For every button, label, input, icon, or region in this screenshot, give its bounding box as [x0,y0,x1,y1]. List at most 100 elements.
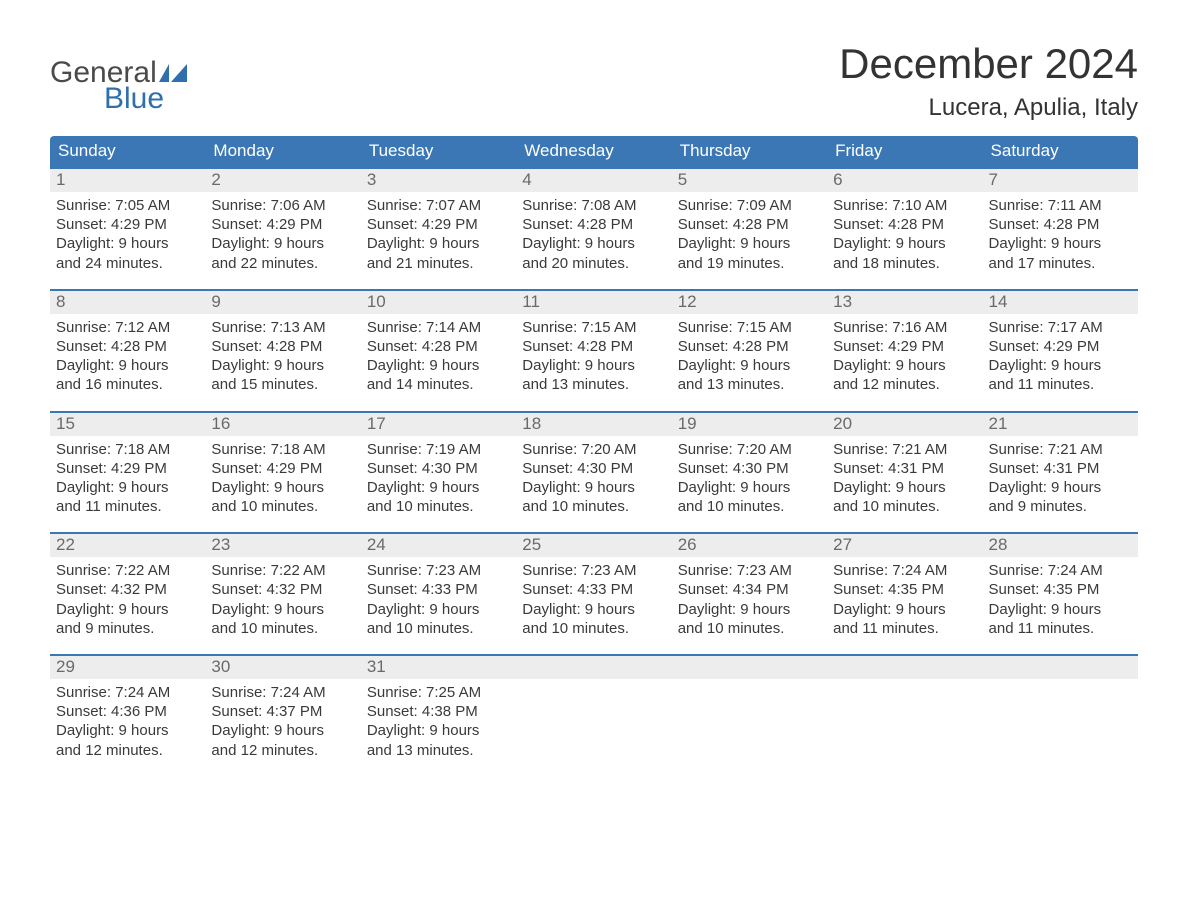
weekday-header: Sunday [50,136,205,167]
location: Lucera, Apulia, Italy [839,94,1138,122]
daylight-line1: Daylight: 9 hours [367,356,510,375]
day-body: Sunrise: 7:10 AMSunset: 4:28 PMDaylight:… [827,192,982,273]
day-number: 1 [50,169,205,192]
daylight-line1: Daylight: 9 hours [522,234,665,253]
day-cell: 17Sunrise: 7:19 AMSunset: 4:30 PMDayligh… [361,413,516,517]
day-number: 29 [50,656,205,679]
day-body: Sunrise: 7:14 AMSunset: 4:28 PMDaylight:… [361,314,516,395]
day-cell: 11Sunrise: 7:15 AMSunset: 4:28 PMDayligh… [516,291,671,395]
day-number: 21 [983,413,1138,436]
sunrise-text: Sunrise: 7:20 AM [678,440,821,459]
daylight-line2: and 10 minutes. [833,497,976,516]
day-number: 11 [516,291,671,314]
day-number: 25 [516,534,671,557]
sunrise-text: Sunrise: 7:18 AM [211,440,354,459]
day-cell: . [983,656,1138,760]
logo: General Blue [50,40,187,114]
daylight-line1: Daylight: 9 hours [833,600,976,619]
sunrise-text: Sunrise: 7:18 AM [56,440,199,459]
daylight-line1: Daylight: 9 hours [56,356,199,375]
sunset-text: Sunset: 4:35 PM [989,580,1132,599]
day-cell: 9Sunrise: 7:13 AMSunset: 4:28 PMDaylight… [205,291,360,395]
sunset-text: Sunset: 4:29 PM [211,459,354,478]
daylight-line1: Daylight: 9 hours [56,478,199,497]
day-number: . [827,656,982,679]
daylight-line1: Daylight: 9 hours [367,234,510,253]
day-number: 13 [827,291,982,314]
sunset-text: Sunset: 4:33 PM [522,580,665,599]
day-number: . [983,656,1138,679]
daylight-line2: and 16 minutes. [56,375,199,394]
sunrise-text: Sunrise: 7:15 AM [522,318,665,337]
day-number: 30 [205,656,360,679]
calendar: SundayMondayTuesdayWednesdayThursdayFrid… [50,136,1138,760]
day-cell: 7Sunrise: 7:11 AMSunset: 4:28 PMDaylight… [983,169,1138,273]
sunset-text: Sunset: 4:31 PM [833,459,976,478]
weekday-header: Friday [827,136,982,167]
daylight-line1: Daylight: 9 hours [56,234,199,253]
daylight-line1: Daylight: 9 hours [211,478,354,497]
daylight-line2: and 9 minutes. [56,619,199,638]
day-number: 27 [827,534,982,557]
daylight-line2: and 10 minutes. [211,619,354,638]
daylight-line2: and 11 minutes. [989,375,1132,394]
sunrise-text: Sunrise: 7:22 AM [56,561,199,580]
sunset-text: Sunset: 4:32 PM [56,580,199,599]
sunrise-text: Sunrise: 7:23 AM [678,561,821,580]
day-cell: 15Sunrise: 7:18 AMSunset: 4:29 PMDayligh… [50,413,205,517]
sunset-text: Sunset: 4:29 PM [56,215,199,234]
daylight-line1: Daylight: 9 hours [522,478,665,497]
day-cell: 6Sunrise: 7:10 AMSunset: 4:28 PMDaylight… [827,169,982,273]
day-body: Sunrise: 7:21 AMSunset: 4:31 PMDaylight:… [983,436,1138,517]
day-body: Sunrise: 7:09 AMSunset: 4:28 PMDaylight:… [672,192,827,273]
day-cell: . [672,656,827,760]
day-body: Sunrise: 7:13 AMSunset: 4:28 PMDaylight:… [205,314,360,395]
daylight-line1: Daylight: 9 hours [989,356,1132,375]
sunset-text: Sunset: 4:28 PM [522,215,665,234]
header: General Blue December 2024 Lucera, Apuli… [50,40,1138,122]
day-number: 4 [516,169,671,192]
week-row: 29Sunrise: 7:24 AMSunset: 4:36 PMDayligh… [50,654,1138,760]
sunset-text: Sunset: 4:35 PM [833,580,976,599]
day-number: 8 [50,291,205,314]
day-cell: 23Sunrise: 7:22 AMSunset: 4:32 PMDayligh… [205,534,360,638]
daylight-line2: and 13 minutes. [522,375,665,394]
sunrise-text: Sunrise: 7:12 AM [56,318,199,337]
daylight-line2: and 15 minutes. [211,375,354,394]
sunrise-text: Sunrise: 7:16 AM [833,318,976,337]
daylight-line2: and 10 minutes. [678,497,821,516]
day-cell: 13Sunrise: 7:16 AMSunset: 4:29 PMDayligh… [827,291,982,395]
daylight-line2: and 13 minutes. [678,375,821,394]
week-row: 22Sunrise: 7:22 AMSunset: 4:32 PMDayligh… [50,532,1138,638]
daylight-line2: and 10 minutes. [211,497,354,516]
day-body: Sunrise: 7:07 AMSunset: 4:29 PMDaylight:… [361,192,516,273]
day-body: Sunrise: 7:15 AMSunset: 4:28 PMDaylight:… [672,314,827,395]
sunrise-text: Sunrise: 7:07 AM [367,196,510,215]
day-number: 6 [827,169,982,192]
daylight-line1: Daylight: 9 hours [211,600,354,619]
weekday-header: Tuesday [361,136,516,167]
day-body: Sunrise: 7:24 AMSunset: 4:37 PMDaylight:… [205,679,360,760]
sunset-text: Sunset: 4:28 PM [522,337,665,356]
day-number: 10 [361,291,516,314]
day-cell: 22Sunrise: 7:22 AMSunset: 4:32 PMDayligh… [50,534,205,638]
sunrise-text: Sunrise: 7:10 AM [833,196,976,215]
sunset-text: Sunset: 4:28 PM [989,215,1132,234]
sunset-text: Sunset: 4:29 PM [833,337,976,356]
sunrise-text: Sunrise: 7:25 AM [367,683,510,702]
day-cell: 18Sunrise: 7:20 AMSunset: 4:30 PMDayligh… [516,413,671,517]
day-number: 17 [361,413,516,436]
day-body: Sunrise: 7:24 AMSunset: 4:35 PMDaylight:… [983,557,1138,638]
sunset-text: Sunset: 4:30 PM [678,459,821,478]
day-body: Sunrise: 7:25 AMSunset: 4:38 PMDaylight:… [361,679,516,760]
sunrise-text: Sunrise: 7:06 AM [211,196,354,215]
day-cell: 10Sunrise: 7:14 AMSunset: 4:28 PMDayligh… [361,291,516,395]
sunrise-text: Sunrise: 7:23 AM [522,561,665,580]
daylight-line2: and 11 minutes. [56,497,199,516]
daylight-line1: Daylight: 9 hours [367,478,510,497]
day-cell: 14Sunrise: 7:17 AMSunset: 4:29 PMDayligh… [983,291,1138,395]
day-number: 16 [205,413,360,436]
daylight-line1: Daylight: 9 hours [989,478,1132,497]
daylight-line1: Daylight: 9 hours [522,600,665,619]
day-number: 2 [205,169,360,192]
